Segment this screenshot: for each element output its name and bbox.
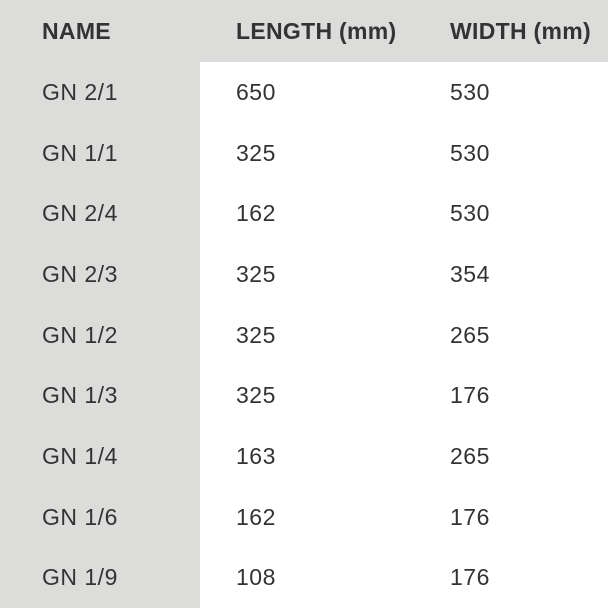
- cell-width: 530: [400, 123, 608, 184]
- cell-name: GN 1/3: [0, 365, 200, 426]
- table-row: GN 1/2 325 265: [0, 305, 608, 366]
- table-row: GN 1/9 108 176: [0, 547, 608, 608]
- cell-width: 265: [400, 305, 608, 366]
- cell-width: 176: [400, 365, 608, 426]
- table-row: GN 2/3 325 354: [0, 244, 608, 305]
- col-header-length: LENGTH (mm): [200, 18, 400, 45]
- cell-width: 176: [400, 487, 608, 548]
- cell-length: 325: [200, 244, 400, 305]
- col-header-name: NAME: [0, 18, 200, 45]
- cell-width: 265: [400, 426, 608, 487]
- cell-name: GN 1/1: [0, 123, 200, 184]
- cell-length: 325: [200, 123, 400, 184]
- col-header-width: WIDTH (mm): [400, 18, 608, 45]
- cell-name: GN 1/9: [0, 547, 200, 608]
- table-row: GN 1/3 325 176: [0, 365, 608, 426]
- gn-size-table: NAME LENGTH (mm) WIDTH (mm) GN 2/1 650 5…: [0, 0, 608, 608]
- cell-name: GN 2/3: [0, 244, 200, 305]
- cell-width: 530: [400, 183, 608, 244]
- cell-length: 325: [200, 305, 400, 366]
- cell-width: 176: [400, 547, 608, 608]
- cell-name: GN 1/2: [0, 305, 200, 366]
- cell-name: GN 1/4: [0, 426, 200, 487]
- cell-name: GN 2/4: [0, 183, 200, 244]
- table-row: GN 1/4 163 265: [0, 426, 608, 487]
- cell-length: 163: [200, 426, 400, 487]
- cell-length: 108: [200, 547, 400, 608]
- cell-length: 325: [200, 365, 400, 426]
- cell-width: 530: [400, 62, 608, 123]
- cell-length: 162: [200, 487, 400, 548]
- cell-length: 650: [200, 62, 400, 123]
- table-row: GN 1/1 325 530: [0, 123, 608, 184]
- cell-width: 354: [400, 244, 608, 305]
- table-row: GN 2/1 650 530: [0, 62, 608, 123]
- cell-name: GN 1/6: [0, 487, 200, 548]
- table-row: GN 2/4 162 530: [0, 183, 608, 244]
- cell-length: 162: [200, 183, 400, 244]
- table-header-row: NAME LENGTH (mm) WIDTH (mm): [0, 0, 608, 62]
- table-row: GN 1/6 162 176: [0, 487, 608, 548]
- cell-name: GN 2/1: [0, 62, 200, 123]
